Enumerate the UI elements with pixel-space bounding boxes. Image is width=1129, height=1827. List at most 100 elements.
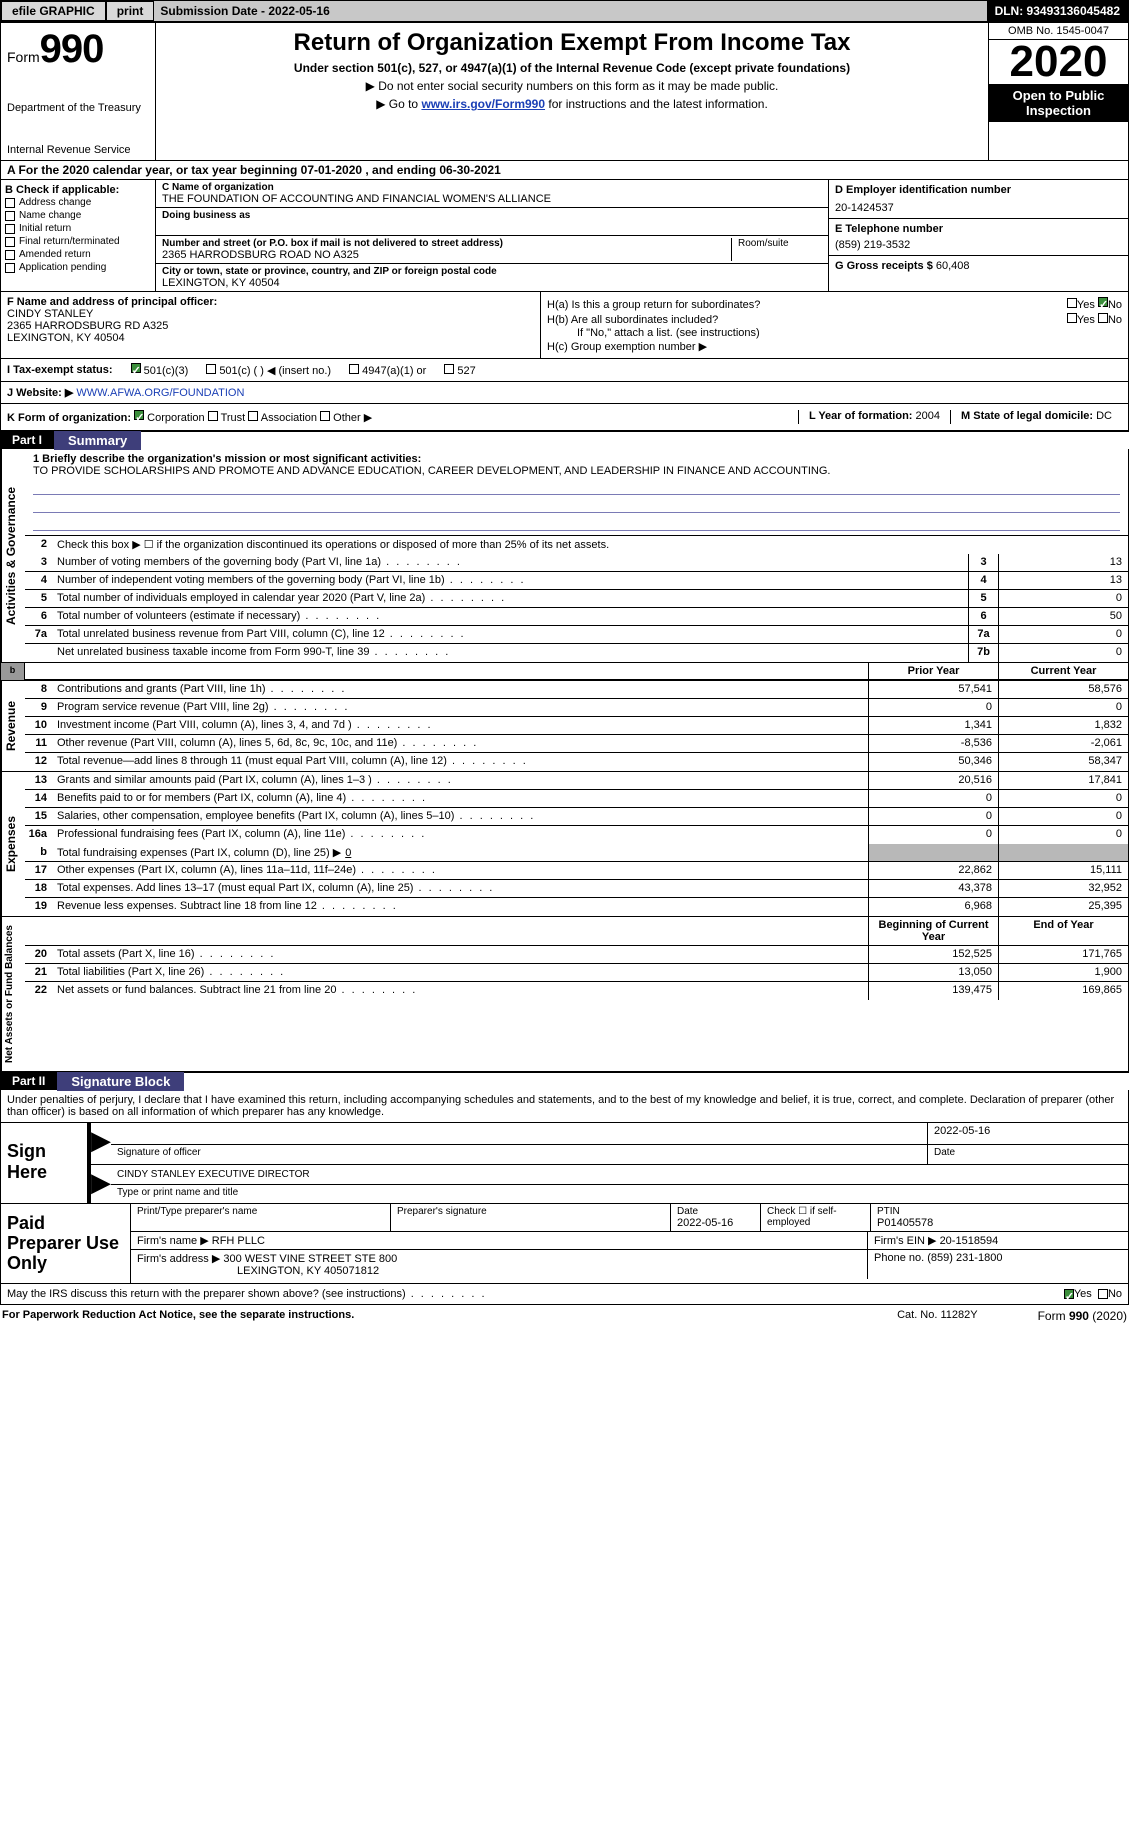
chk-4947[interactable] [349,364,359,374]
efile-btn[interactable]: efile GRAPHIC [1,1,106,21]
officer-addr1: 2365 HARRODSBURG RD A325 [7,320,534,332]
phone: (859) 219-3532 [835,235,1122,251]
current-year-hdr: Current Year [998,663,1128,679]
summary-row: 5Total number of individuals employed in… [25,590,1128,608]
sign-here-block: Sign Here ▶ Signature of officer 2022-05… [0,1122,1129,1204]
chk-assoc[interactable] [248,411,258,421]
chk-final[interactable] [5,237,15,247]
col-b-head: B Check if applicable: [5,184,151,196]
hc-label: H(c) Group exemption number ▶ [547,340,707,353]
row-k: K Form of organization: ✓ Corporation Tr… [0,404,1129,431]
city-label: City or town, state or province, country… [162,266,822,277]
summary-row: 14Benefits paid to or for members (Part … [25,790,1128,808]
part1-header: Part I Summary [0,431,1129,449]
sig-officer-label: Signature of officer [111,1145,927,1160]
summary-row: 16aProfessional fundraising fees (Part I… [25,826,1128,844]
discuss-yes[interactable]: ✓ [1064,1289,1074,1299]
form-org-label: K Form of organization: [7,412,131,424]
print-btn[interactable]: print [106,1,155,21]
summary-row: 13Grants and similar amounts paid (Part … [25,772,1128,790]
begin-year-hdr: Beginning of Current Year [868,917,998,945]
phone-label: E Telephone number [835,223,1122,235]
chk-amended[interactable] [5,250,15,260]
hb-note: If "No," attach a list. (see instruction… [547,327,1122,339]
chk-initial[interactable] [5,224,15,234]
addr-label: Number and street (or P.O. box if mail i… [162,238,725,249]
sig-intro: Under penalties of perjury, I declare th… [0,1090,1129,1122]
hb-yes[interactable] [1067,313,1077,323]
dept-irs: Internal Revenue Service [7,144,149,156]
firm-name: RFH PLLC [212,1235,265,1247]
officer-name: CINDY STANLEY [7,308,534,320]
ha-no[interactable]: ✓ [1098,297,1108,307]
chk-other[interactable] [320,411,330,421]
vlabel-governance: Activities & Governance [1,449,25,662]
chk-501c3[interactable]: ✓ [131,363,141,373]
summary-row: 4Number of independent voting members of… [25,572,1128,590]
arrow-icon: ▶ [91,1123,111,1164]
ptin: P01405578 [877,1217,1122,1229]
discuss-no[interactable] [1098,1289,1108,1299]
hb-no[interactable] [1098,313,1108,323]
paperwork-notice: For Paperwork Reduction Act Notice, see … [2,1309,897,1323]
summary-row: 11Other revenue (Part VIII, column (A), … [25,735,1128,753]
chk-527[interactable] [444,364,454,374]
summary-row: 17Other expenses (Part IX, column (A), l… [25,862,1128,880]
dln: DLN: 93493136045482 [987,1,1128,21]
row-a-period: A For the 2020 calendar year, or tax yea… [0,161,1129,180]
firm-ein: 20-1518594 [940,1235,999,1247]
org-name-label: C Name of organization [162,182,822,193]
row-i: I Tax-exempt status: ✓ 501(c)(3) 501(c) … [0,359,1129,382]
part1-tab: Part I [0,431,54,449]
irs-link[interactable]: www.irs.gov/Form990 [421,97,545,111]
officer-typed-name: CINDY STANLEY EXECUTIVE DIRECTOR [111,1165,1128,1185]
chk-corp[interactable]: ✓ [134,410,144,420]
room-suite-label: Room/suite [732,238,822,261]
website-label: J Website: ▶ [7,387,73,399]
row-f-h: F Name and address of principal officer:… [0,292,1129,359]
summary-row: 19Revenue less expenses. Subtract line 1… [25,898,1128,916]
website-link[interactable]: WWW.AFWA.ORG/FOUNDATION [76,387,244,399]
ha-yes[interactable] [1067,298,1077,308]
part2-header: Part II Signature Block [0,1072,1129,1090]
summary-row: 15Salaries, other compensation, employee… [25,808,1128,826]
footer: For Paperwork Reduction Act Notice, see … [0,1305,1129,1327]
mission-label: 1 Briefly describe the organization's mi… [33,453,1120,465]
topbar: efile GRAPHIC print Submission Date - 20… [0,0,1129,22]
fundraising-total: 0 [341,847,351,859]
part2-name: Signature Block [57,1072,184,1091]
sig-date-label: Date [928,1145,1128,1160]
summary-row: 21Total liabilities (Part X, line 26)13,… [25,964,1128,982]
instruction-2: ▶ Go to www.irs.gov/Form990 for instruct… [164,97,980,111]
gross-receipts: 60,408 [936,260,970,272]
summary-row: 18Total expenses. Add lines 13–17 (must … [25,880,1128,898]
chk-pending[interactable] [5,263,15,273]
col-c: C Name of organization THE FOUNDATION OF… [156,180,828,291]
summary-expenses: Expenses 13Grants and similar amounts pa… [0,772,1129,917]
vlabel-netassets: Net Assets or Fund Balances [1,917,25,1071]
tax-year: 2020 [989,40,1128,84]
instruction-1: ▶ Do not enter social security numbers o… [164,79,980,93]
self-employed-chk[interactable]: Check ☐ if self-employed [761,1204,871,1231]
mission-text: TO PROVIDE SCHOLARSHIPS AND PROMOTE AND … [33,465,1120,477]
chk-name[interactable] [5,211,15,221]
summary-row: 7aTotal unrelated business revenue from … [25,626,1128,644]
dba-label: Doing business as [162,210,822,221]
prep-date: 2022-05-16 [677,1217,754,1229]
submission-date: Submission Date - 2022-05-16 [154,4,335,18]
officer-addr2: LEXINGTON, KY 40504 [7,332,534,344]
summary-row: 3Number of voting members of the governi… [25,554,1128,572]
form-subtitle: Under section 501(c), 527, or 4947(a)(1)… [164,61,980,75]
chk-501c[interactable] [206,364,216,374]
summary-row: 8Contributions and grants (Part VIII, li… [25,681,1128,699]
vlabel-expenses: Expenses [1,772,25,916]
chk-trust[interactable] [208,411,218,421]
summary-row: 22Net assets or fund balances. Subtract … [25,982,1128,1000]
paid-preparer-block: Paid Preparer Use Only Print/Type prepar… [0,1204,1129,1284]
row-j: J Website: ▶ WWW.AFWA.ORG/FOUNDATION [0,382,1129,404]
summary-governance: Activities & Governance 1 Briefly descri… [0,449,1129,663]
chk-address[interactable] [5,198,15,208]
summary-netassets: Net Assets or Fund Balances Beginning of… [0,917,1129,1072]
summary-row: 6Total number of volunteers (estimate if… [25,608,1128,626]
hb-label: H(b) Are all subordinates included? [547,314,718,326]
